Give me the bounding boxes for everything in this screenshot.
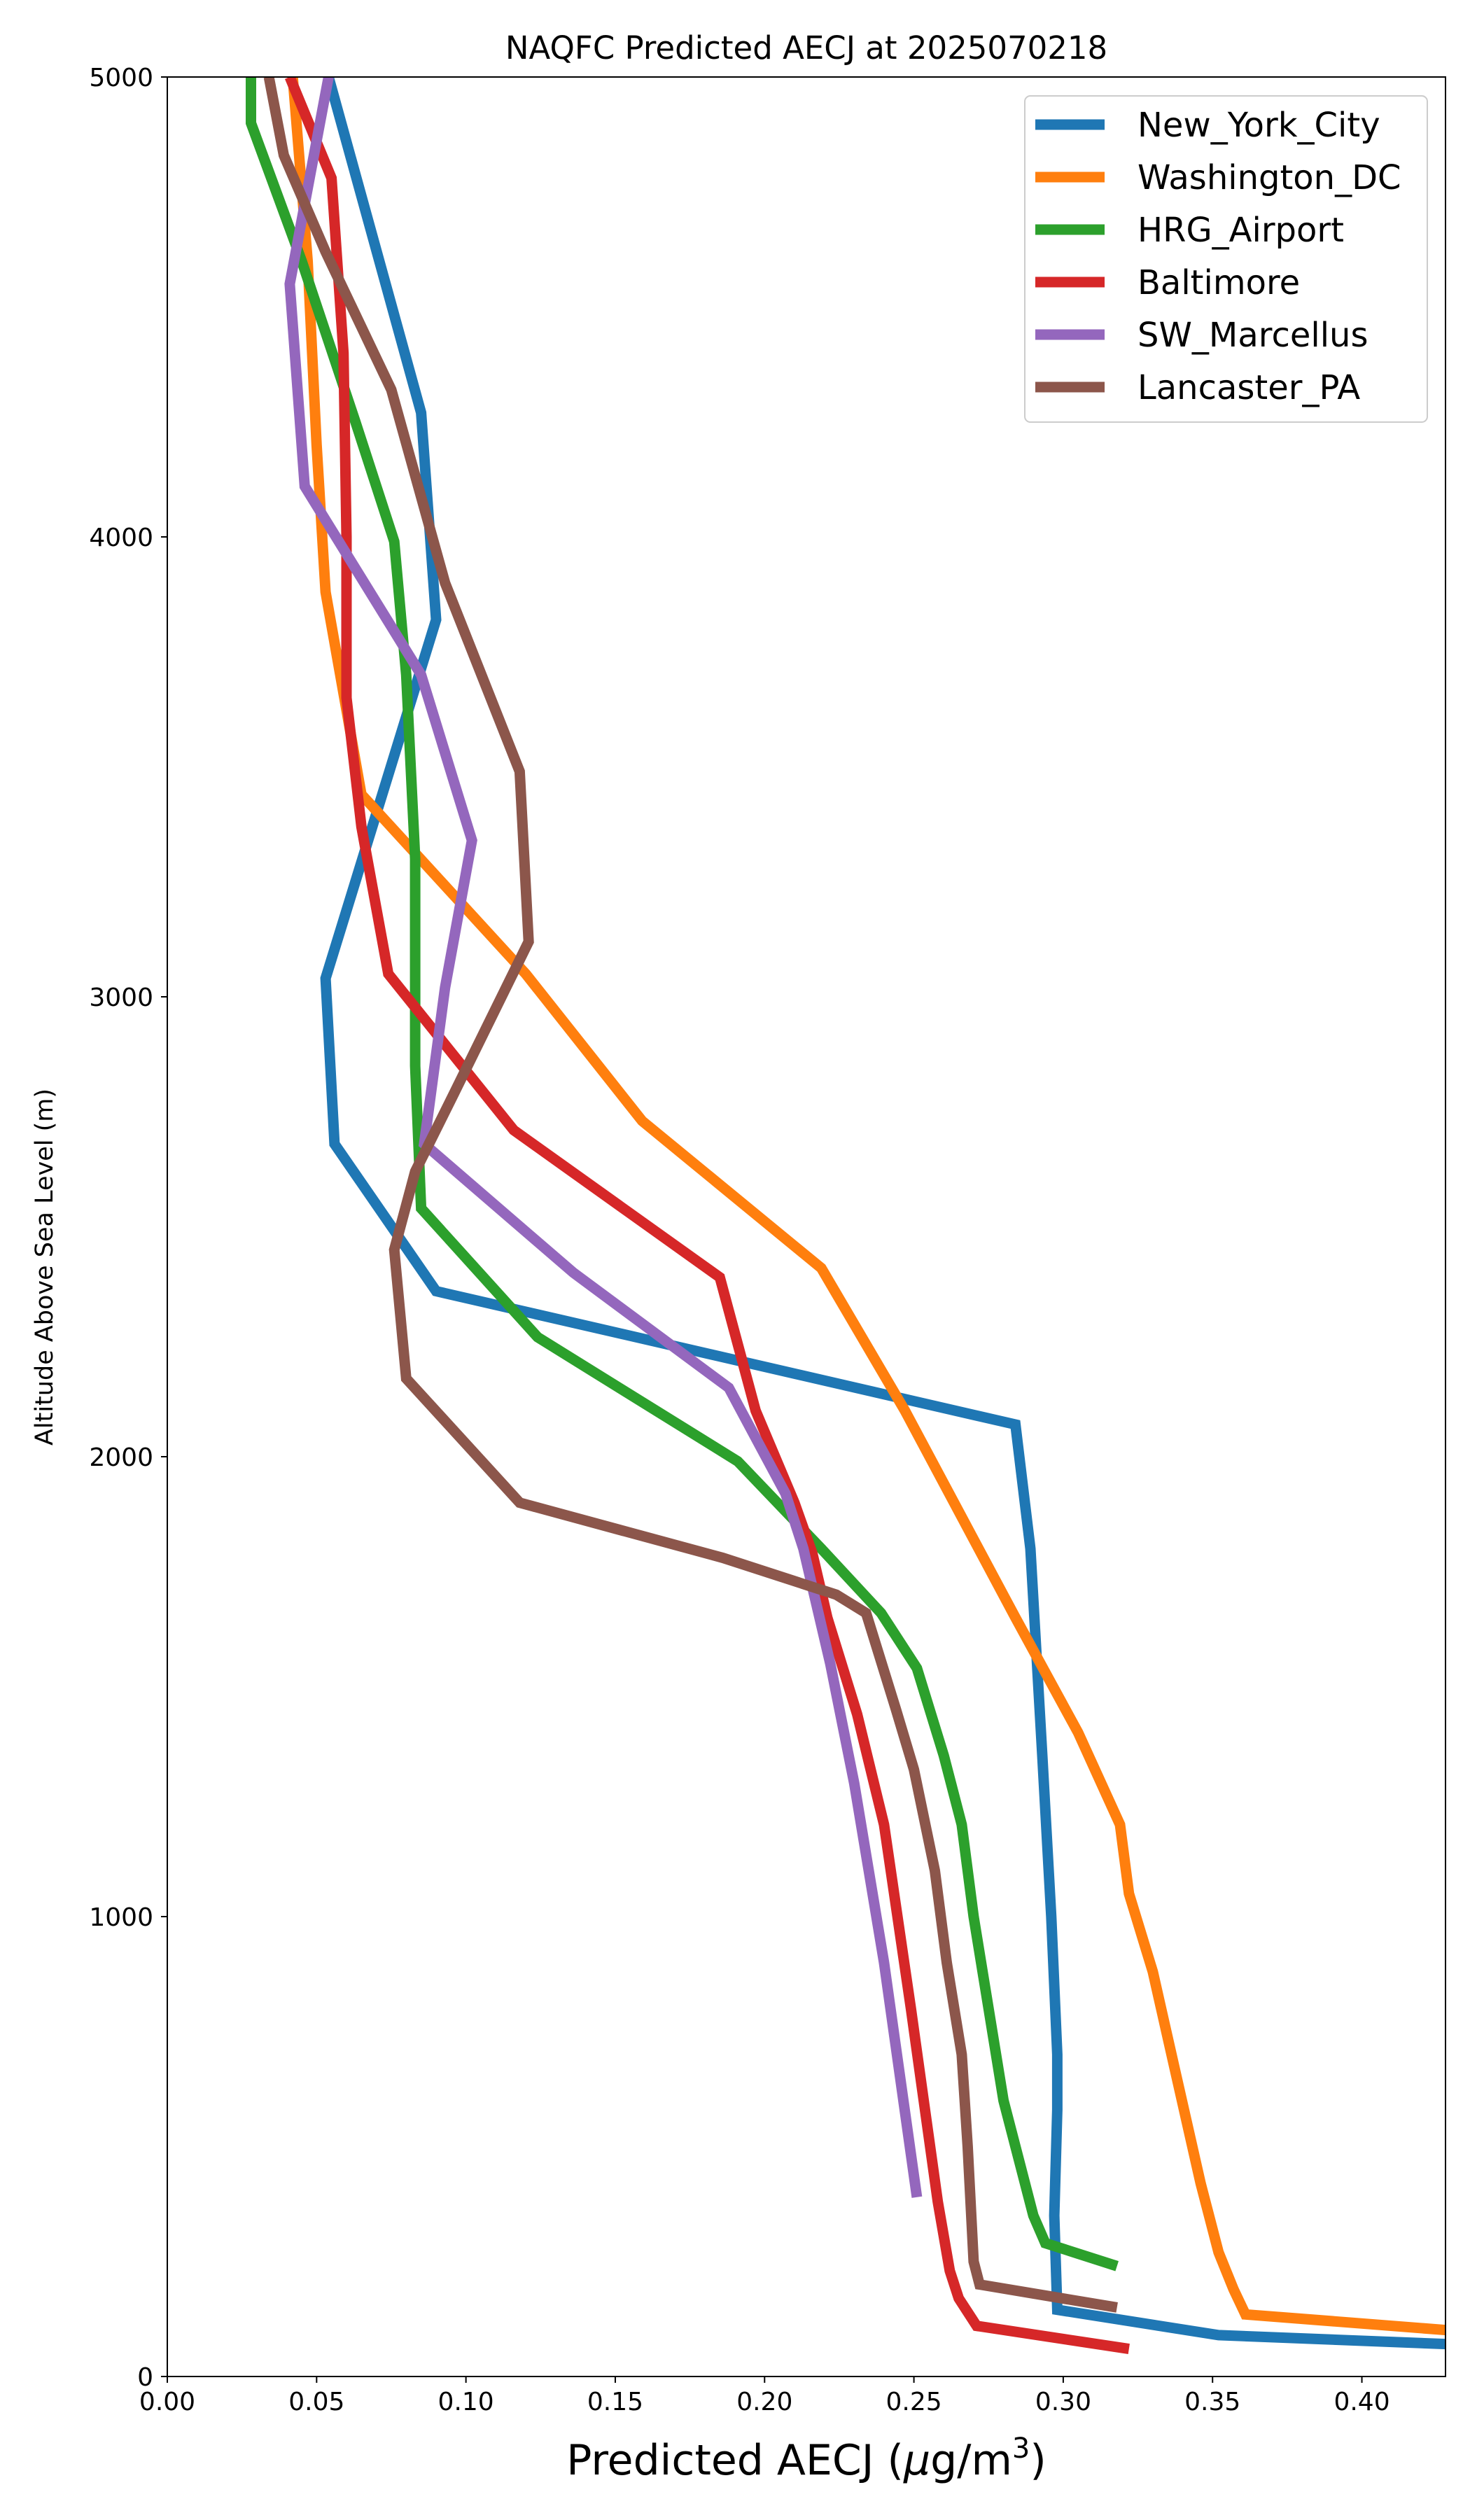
axes: 0.00 0.05 0.10 0.15 0.20 0.25 0.30 0.35 0.40 0 100… — [89, 64, 1446, 2416]
series-line-baltimore — [284, 77, 1130, 2355]
series-line-sw-marcellus — [284, 77, 923, 2198]
legend: New_York_City Washington_DC HRG_Airport Bal… — [1024, 95, 1428, 423]
series-line-washington-dc — [287, 77, 1446, 2336]
y-axis-title: Altitude Above Sea Level (m) — [31, 1088, 59, 1446]
y-tick-label: 3000 — [89, 983, 153, 1012]
legend-label: Baltimore — [1138, 263, 1300, 302]
plot-frame — [167, 76, 1446, 2377]
x-tick-label: 0.15 — [587, 2388, 643, 2416]
x-tick-label: 0.25 — [886, 2388, 942, 2416]
legend-label: Washington_DC — [1138, 158, 1401, 197]
y-tick-label: 5000 — [89, 64, 153, 92]
x-tick-label: 0.00 — [139, 2388, 195, 2416]
legend-label: SW_Marcellus — [1138, 316, 1368, 355]
x-tick-label: 0.30 — [1035, 2388, 1091, 2416]
y-tick-label: 2000 — [89, 1443, 153, 1472]
series-line-hrg-airport — [246, 77, 1119, 2272]
legend-label: New_York_City — [1138, 106, 1380, 145]
x-tick-label: 0.05 — [288, 2388, 344, 2416]
x-tick-label: 0.10 — [438, 2388, 494, 2416]
x-axis-title: Predicted AECJ (μg/m3) — [566, 2432, 1046, 2485]
chart-title: NAQFC Predicted AECJ at 2025070218 — [505, 29, 1107, 66]
legend-label: HRG_Airport — [1138, 211, 1344, 250]
x-tick-label: 0.40 — [1334, 2388, 1390, 2416]
y-tick-label: 1000 — [89, 1903, 153, 1932]
series-line-lancaster-pa — [263, 77, 1118, 2313]
x-tick-label: 0.20 — [736, 2388, 792, 2416]
y-tick-label: 4000 — [89, 524, 153, 552]
legend-label: Lancaster_PA — [1138, 368, 1360, 407]
y-tick-label: 0 — [137, 2363, 153, 2392]
x-tick-label: 0.35 — [1184, 2388, 1240, 2416]
legend-box — [1024, 95, 1428, 423]
